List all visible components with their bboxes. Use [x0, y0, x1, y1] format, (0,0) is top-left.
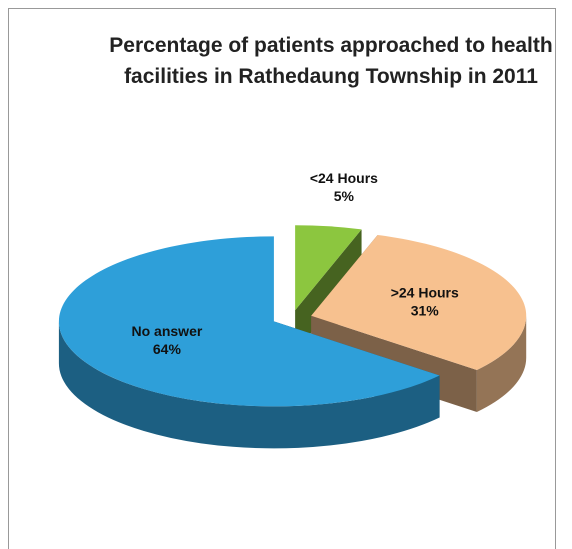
slice-value-label: 64% [153, 341, 182, 357]
pie [58, 225, 527, 449]
frame [8, 8, 556, 549]
slice [295, 225, 362, 311]
slice-value-label: 31% [411, 302, 440, 318]
slice [311, 234, 527, 370]
slice-category-label: <24 Hours [310, 170, 378, 186]
slice-wall [58, 321, 440, 449]
slice-category-label: No answer [132, 323, 203, 339]
slice-value-label: 5% [334, 188, 355, 204]
slice [58, 236, 440, 407]
slice-category-label: >24 Hours [391, 284, 459, 300]
slice-wall [476, 315, 527, 412]
chart-title: Percentage of patients approached to hea… [109, 34, 553, 88]
